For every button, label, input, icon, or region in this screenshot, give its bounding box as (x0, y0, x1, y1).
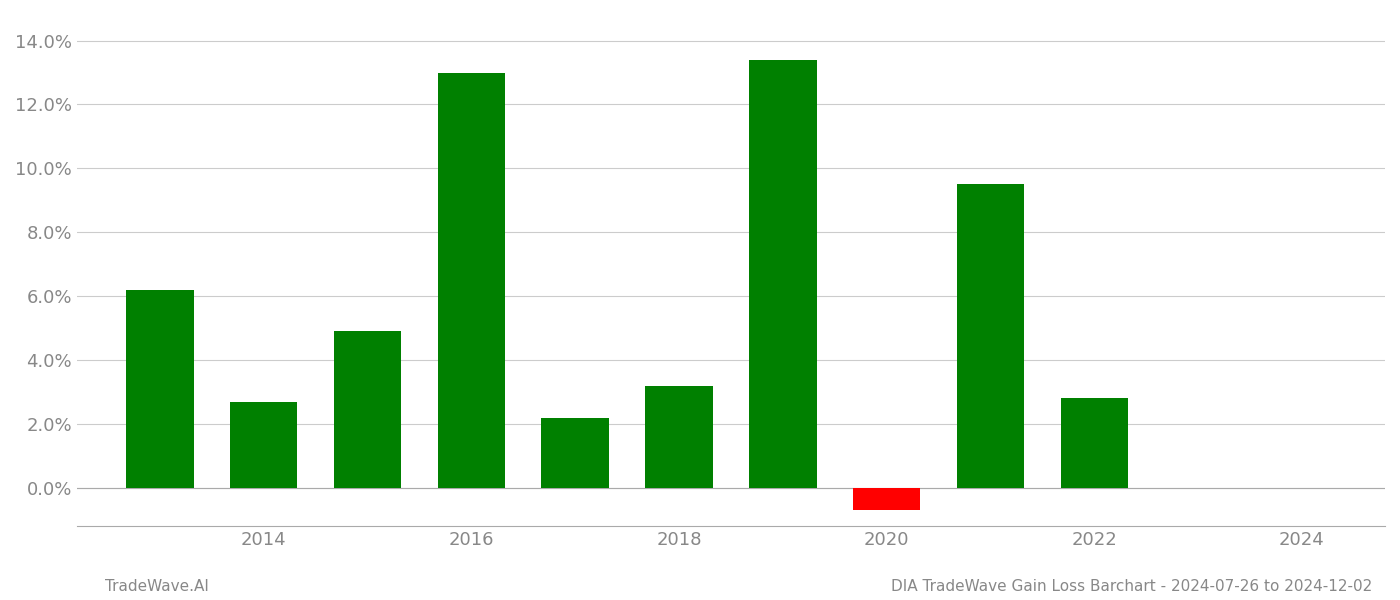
Text: DIA TradeWave Gain Loss Barchart - 2024-07-26 to 2024-12-02: DIA TradeWave Gain Loss Barchart - 2024-… (890, 579, 1372, 594)
Bar (1061, 398, 1128, 488)
Bar (749, 60, 816, 488)
Bar (333, 331, 402, 488)
Bar (542, 418, 609, 488)
Bar (956, 184, 1025, 488)
Bar (645, 386, 713, 488)
Bar (126, 290, 193, 488)
Text: TradeWave.AI: TradeWave.AI (105, 579, 209, 594)
Bar (230, 401, 297, 488)
Bar (438, 73, 505, 488)
Bar (853, 488, 920, 510)
